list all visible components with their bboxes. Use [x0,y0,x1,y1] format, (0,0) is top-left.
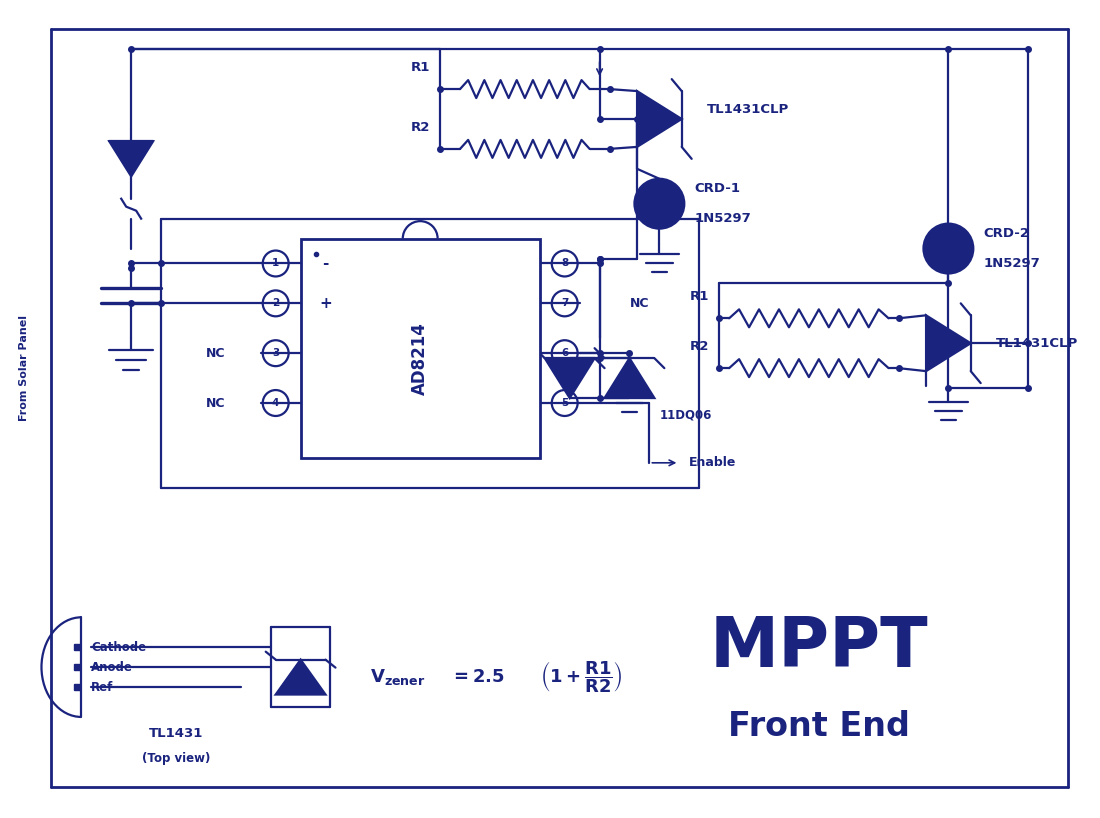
Polygon shape [637,91,682,147]
Text: CRD-2: CRD-2 [983,227,1030,240]
Text: 7: 7 [561,299,569,308]
Text: 8: 8 [561,258,569,268]
Text: CRD-1: CRD-1 [694,182,740,196]
Text: 1N5297: 1N5297 [983,257,1040,270]
Text: Front End: Front End [728,710,910,744]
Text: TL1431CLP: TL1431CLP [706,102,789,115]
Text: $\mathbf{\left(1+\dfrac{R1}{R2}\right)}$: $\mathbf{\left(1+\dfrac{R1}{R2}\right)}$ [540,659,623,695]
Polygon shape [544,358,595,398]
Text: R1: R1 [410,61,430,74]
Text: 2: 2 [272,299,279,308]
Text: 5: 5 [561,398,569,408]
Text: Cathode: Cathode [91,640,146,654]
Text: Ref: Ref [91,681,113,694]
Circle shape [635,179,684,228]
Text: From Solar Panel: From Solar Panel [19,315,29,421]
Text: NC: NC [629,297,649,310]
Text: 4: 4 [272,398,279,408]
Text: R2: R2 [410,121,430,134]
Polygon shape [109,142,153,177]
Text: $\mathbf{= 2.5}$: $\mathbf{= 2.5}$ [450,668,505,686]
Text: AD8214: AD8214 [411,321,429,394]
Bar [300,239,540,458]
Text: 1: 1 [272,258,279,268]
Text: 3: 3 [272,348,279,358]
Text: $\mathbf{V}_{\mathbf{zener}}$: $\mathbf{V}_{\mathbf{zener}}$ [371,667,426,687]
Text: 6: 6 [561,348,569,358]
Text: TL1431CLP: TL1431CLP [996,337,1078,350]
Text: -: - [322,256,329,271]
Text: MPPT: MPPT [710,614,928,681]
Text: 1N5297: 1N5297 [694,212,751,225]
Polygon shape [926,315,970,371]
Polygon shape [605,358,654,398]
Text: NC: NC [206,397,225,410]
Text: Enable: Enable [690,456,737,470]
Text: +: + [319,296,332,311]
Text: NC: NC [206,347,225,360]
Text: R2: R2 [690,340,710,353]
Circle shape [924,223,974,273]
Text: 11DQ06: 11DQ06 [659,408,712,421]
Text: 11DQ06: 11DQ06 [487,335,540,348]
Text: (Top view): (Top view) [142,752,210,765]
Text: TL1431: TL1431 [148,727,204,740]
Text: R1: R1 [690,290,710,303]
Polygon shape [276,659,326,694]
Text: Anode: Anode [91,661,133,673]
